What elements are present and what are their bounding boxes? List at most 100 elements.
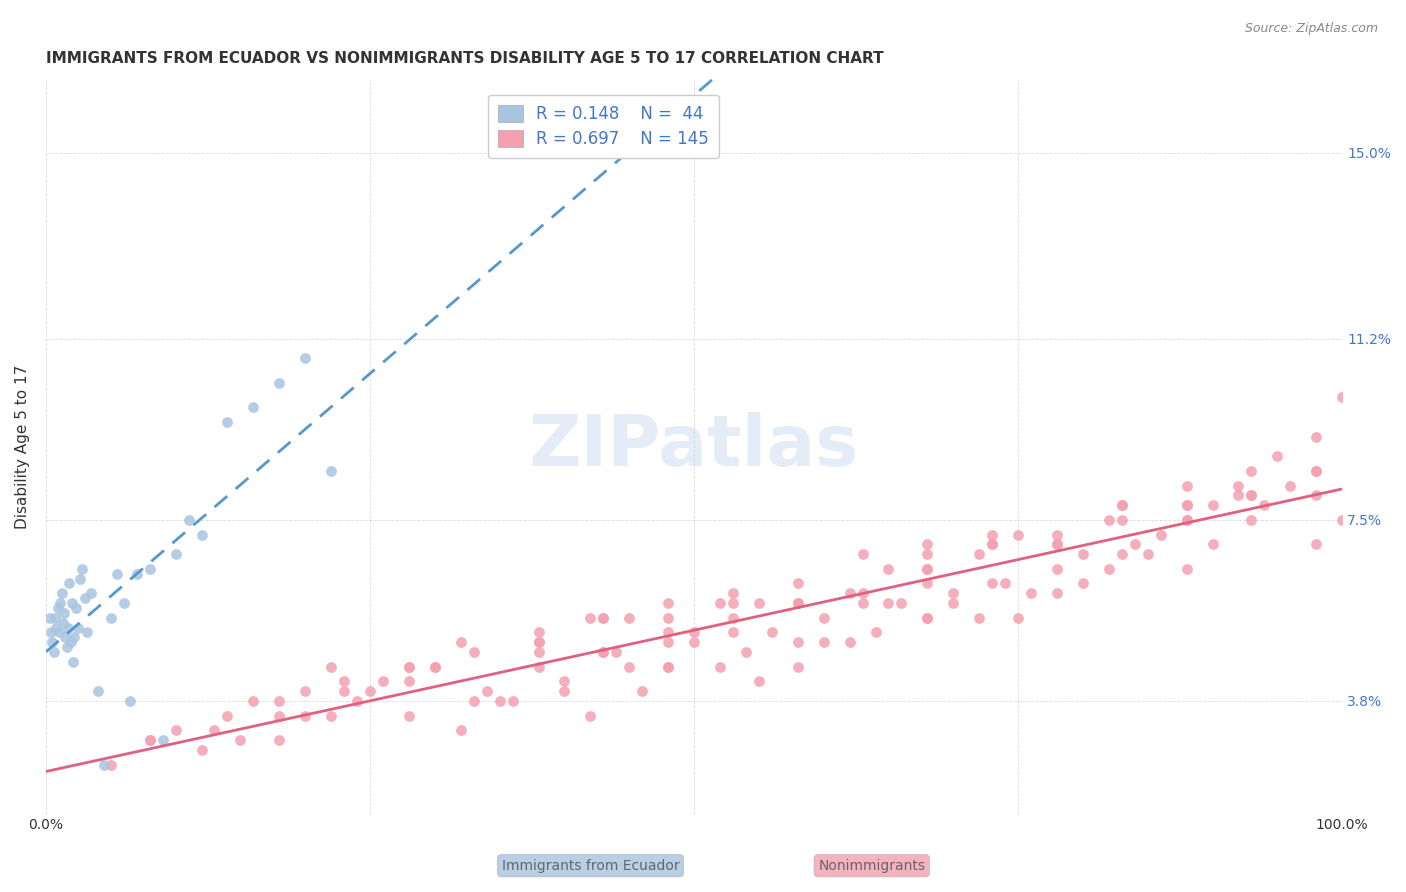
Point — [76, 625, 98, 640]
Point — [229, 733, 252, 747]
Point — [942, 596, 965, 610]
Point — [890, 596, 912, 610]
Point — [56, 621, 79, 635]
Point — [721, 586, 744, 600]
Point — [813, 635, 835, 649]
Point — [619, 659, 641, 673]
Point — [269, 376, 291, 390]
Point — [1175, 498, 1198, 512]
Point — [527, 635, 550, 649]
Point — [463, 694, 485, 708]
Point — [592, 611, 614, 625]
Point — [177, 513, 200, 527]
Point — [592, 611, 614, 625]
Point — [917, 611, 939, 625]
Point — [967, 611, 990, 625]
Point — [333, 674, 356, 689]
Point — [242, 694, 264, 708]
Point — [62, 655, 84, 669]
Point — [321, 659, 343, 673]
Point — [631, 684, 654, 698]
Point — [619, 611, 641, 625]
Point — [553, 674, 575, 689]
Point — [93, 757, 115, 772]
Point — [942, 586, 965, 600]
Point — [73, 591, 96, 606]
Y-axis label: Disability Age 5 to 17: Disability Age 5 to 17 — [15, 364, 30, 529]
Legend: R = 0.148    N =  44, R = 0.697    N = 145: R = 0.148 N = 44, R = 0.697 N = 145 — [488, 95, 718, 158]
Point — [44, 611, 66, 625]
Point — [49, 596, 72, 610]
Point — [1111, 498, 1133, 512]
Point — [1046, 586, 1069, 600]
Point — [333, 684, 356, 698]
Point — [53, 606, 76, 620]
Text: IMMIGRANTS FROM ECUADOR VS NONIMMIGRANTS DISABILITY AGE 5 TO 17 CORRELATION CHAR: IMMIGRANTS FROM ECUADOR VS NONIMMIGRANTS… — [46, 51, 883, 66]
Point — [851, 547, 873, 561]
Point — [1111, 547, 1133, 561]
Point — [1175, 498, 1198, 512]
Point — [748, 596, 770, 610]
Point — [917, 611, 939, 625]
Point — [1305, 430, 1327, 444]
Point — [813, 611, 835, 625]
Point — [463, 645, 485, 659]
Point — [52, 615, 75, 630]
Point — [398, 659, 420, 673]
Point — [269, 708, 291, 723]
Point — [786, 659, 808, 673]
Point — [657, 611, 679, 625]
Point — [423, 659, 446, 673]
Point — [1265, 449, 1288, 463]
Point — [721, 625, 744, 640]
Point — [69, 572, 91, 586]
Point — [1111, 498, 1133, 512]
Point — [657, 625, 679, 640]
Point — [125, 566, 148, 581]
Point — [321, 708, 343, 723]
Point — [475, 684, 498, 698]
Point — [657, 596, 679, 610]
Point — [994, 576, 1017, 591]
Point — [138, 562, 160, 576]
Point — [1175, 513, 1198, 527]
Point — [138, 733, 160, 747]
Point — [59, 635, 82, 649]
Point — [1240, 488, 1263, 502]
Point — [450, 635, 472, 649]
Point — [735, 645, 758, 659]
Point — [748, 674, 770, 689]
Point — [786, 635, 808, 649]
Point — [1046, 537, 1069, 551]
Point — [1227, 488, 1250, 502]
Point — [190, 743, 212, 757]
Point — [398, 708, 420, 723]
Point — [838, 635, 860, 649]
Point — [851, 596, 873, 610]
Point — [1111, 513, 1133, 527]
Point — [1071, 576, 1094, 591]
Point — [657, 659, 679, 673]
Point — [1007, 527, 1029, 541]
Point — [398, 659, 420, 673]
Point — [786, 596, 808, 610]
Point — [683, 625, 706, 640]
Point — [786, 596, 808, 610]
Point — [721, 596, 744, 610]
Point — [398, 674, 420, 689]
Point — [981, 576, 1004, 591]
Point — [41, 635, 63, 649]
Point — [48, 625, 70, 640]
Point — [138, 733, 160, 747]
Point — [1305, 464, 1327, 478]
Point — [981, 537, 1004, 551]
Point — [55, 630, 77, 644]
Point — [63, 630, 86, 644]
Point — [709, 659, 731, 673]
Point — [553, 684, 575, 698]
Point — [100, 611, 122, 625]
Point — [527, 645, 550, 659]
Point — [1253, 498, 1275, 512]
Point — [165, 723, 187, 738]
Point — [1227, 478, 1250, 492]
